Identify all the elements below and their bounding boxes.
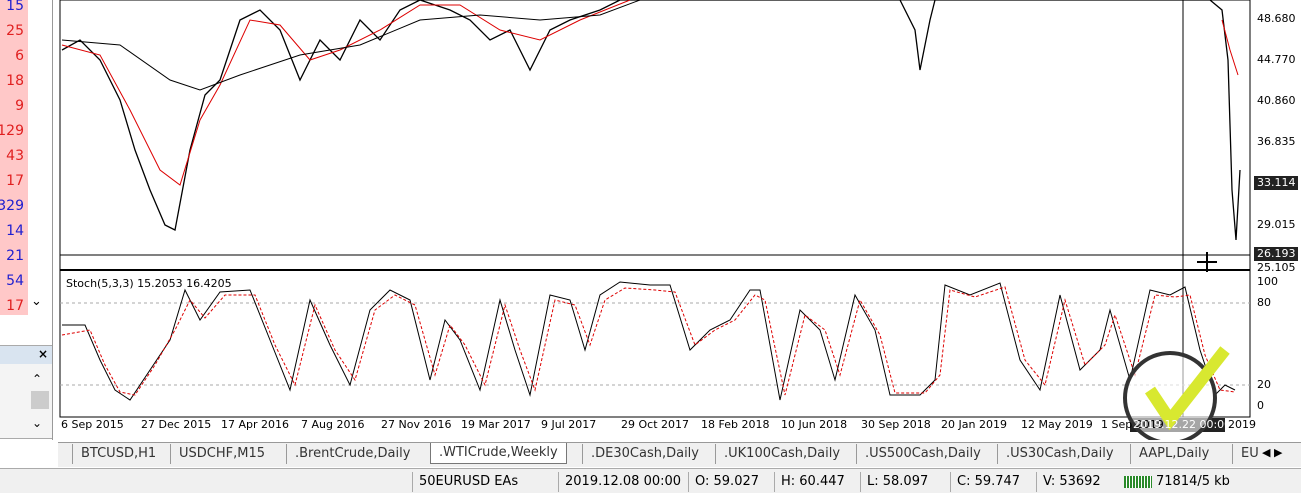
price-label: 25.105 — [1257, 261, 1296, 274]
time-label: 27 Dec 2015 — [141, 418, 212, 431]
status-traffic: 71814/5 kb — [1156, 474, 1230, 489]
tab[interactable]: .UK100Cash,Daily — [715, 444, 848, 464]
tab[interactable]: .WTICrude,Weekly — [430, 443, 567, 464]
time-label: 2019 — [1228, 418, 1256, 431]
time-label: 27 Nov 2016 — [381, 418, 452, 431]
time-label: 30 Sep 2018 — [861, 418, 931, 431]
status-low: L: 58.097 — [860, 472, 928, 492]
level-label: 0 — [1257, 399, 1264, 412]
close-button[interactable]: × — [38, 347, 49, 361]
level-label: 20 — [1257, 378, 1271, 391]
tab[interactable]: .US30Cash,Daily — [997, 444, 1122, 464]
scroll-down[interactable]: ⌄ — [31, 294, 42, 309]
status-profile: 50EURUSD EAs — [412, 472, 518, 492]
symbol-count: 6 — [15, 48, 24, 64]
symbol-count: 17 — [6, 173, 24, 189]
tab[interactable]: EU — [1232, 444, 1267, 464]
chart — [59, 0, 1298, 440]
chart-frame — [59, 0, 1251, 418]
symbol-count: 43 — [6, 148, 24, 164]
panel-header — [0, 346, 52, 364]
current-price: 33.114 — [1257, 176, 1296, 189]
crosshair-price-marker — [1254, 247, 1298, 261]
time-label: 6 Sep 2015 — [61, 418, 124, 431]
status-bar — [0, 468, 1301, 493]
tab[interactable]: .DE30Cash,Daily — [582, 444, 707, 464]
time-label: 10 Jun 2018 — [781, 418, 848, 431]
logo-ring — [1123, 351, 1217, 440]
price-line — [61, 0, 1241, 241]
cursor — [1197, 252, 1217, 272]
status-open: O: 59.027 — [688, 472, 759, 492]
time-label: 12 May 2019 — [1021, 418, 1093, 431]
indicator-header: Stoch(5,3,3) 15.2053 16.4205 — [66, 277, 232, 290]
scroll-down[interactable]: ⌄ — [32, 416, 43, 430]
ma-slow — [61, 0, 641, 91]
symbols-bg — [0, 0, 28, 315]
status-high: H: 60.447 — [774, 472, 845, 492]
tab[interactable]: USDCHF,M15 — [170, 444, 273, 464]
time-label: 20 Jan 2019 — [941, 418, 1007, 431]
stoch-main — [62, 281, 1236, 401]
price-marker — [1254, 176, 1298, 190]
time-label: 19 Mar 2017 — [461, 418, 531, 431]
scroll-thumb[interactable] — [31, 391, 49, 409]
status-close: C: 59.747 — [950, 472, 1020, 492]
price-label: 29.015 — [1257, 218, 1296, 231]
symbol-count: 17 — [6, 298, 24, 314]
status-time: 2019.12.08 00:00 — [558, 472, 681, 492]
symbol-count: 15 — [6, 0, 24, 14]
symbol-count: 25 — [6, 23, 24, 39]
tab[interactable]: AAPL,Daily — [1130, 444, 1217, 464]
time-label: 7 Aug 2016 — [301, 418, 365, 431]
tab[interactable]: .US500Cash,Daily — [856, 444, 989, 464]
price-label: 44.770 — [1257, 53, 1296, 66]
time-label: 29 Oct 2017 — [621, 418, 690, 431]
time-label: 17 Apr 2016 — [221, 418, 290, 431]
divider — [52, 0, 53, 440]
price-label: 48.680 — [1257, 12, 1296, 25]
crosshair-time: 2019.12.22 00:00 — [1133, 418, 1232, 431]
ma-fast — [1221, 19, 1239, 76]
ma-fast — [61, 0, 631, 186]
level-label: 80 — [1257, 296, 1271, 309]
symbol-count: 54 — [6, 273, 24, 289]
tab[interactable]: BTCUSD,H1 — [72, 444, 164, 464]
logo-check — [1145, 346, 1230, 431]
tab[interactable]: .BrentCrude,Daily — [286, 444, 418, 464]
symbol-count: 18 — [6, 73, 24, 89]
level-label: 100 — [1257, 275, 1278, 288]
symbol-count: 14 — [6, 223, 24, 239]
symbol-count: 9 — [15, 98, 24, 114]
scroll-up[interactable]: ⌃ — [32, 372, 43, 386]
symbol-count: 329 — [0, 198, 24, 214]
traffic-icon — [1124, 476, 1152, 488]
price-label: 40.860 — [1257, 94, 1296, 107]
stoch-signal — [61, 286, 1236, 396]
navigator-panel: × ⌃ ⌄ — [0, 345, 52, 439]
tab-scroll[interactable]: ◀ ▶ — [1262, 446, 1283, 459]
status-volume: V: 53692 — [1036, 472, 1101, 492]
symbol-count: 129 — [0, 123, 24, 139]
symbol-count: 21 — [6, 248, 24, 264]
crosshair-price: 26.193 — [1257, 247, 1296, 260]
time-label: 18 Feb 2018 — [701, 418, 770, 431]
price-label: 36.835 — [1257, 135, 1296, 148]
time-label: 9 Jul 2017 — [541, 418, 597, 431]
time-label: 1 Sep 2019 — [1101, 418, 1164, 431]
tab-bar — [58, 442, 1301, 467]
